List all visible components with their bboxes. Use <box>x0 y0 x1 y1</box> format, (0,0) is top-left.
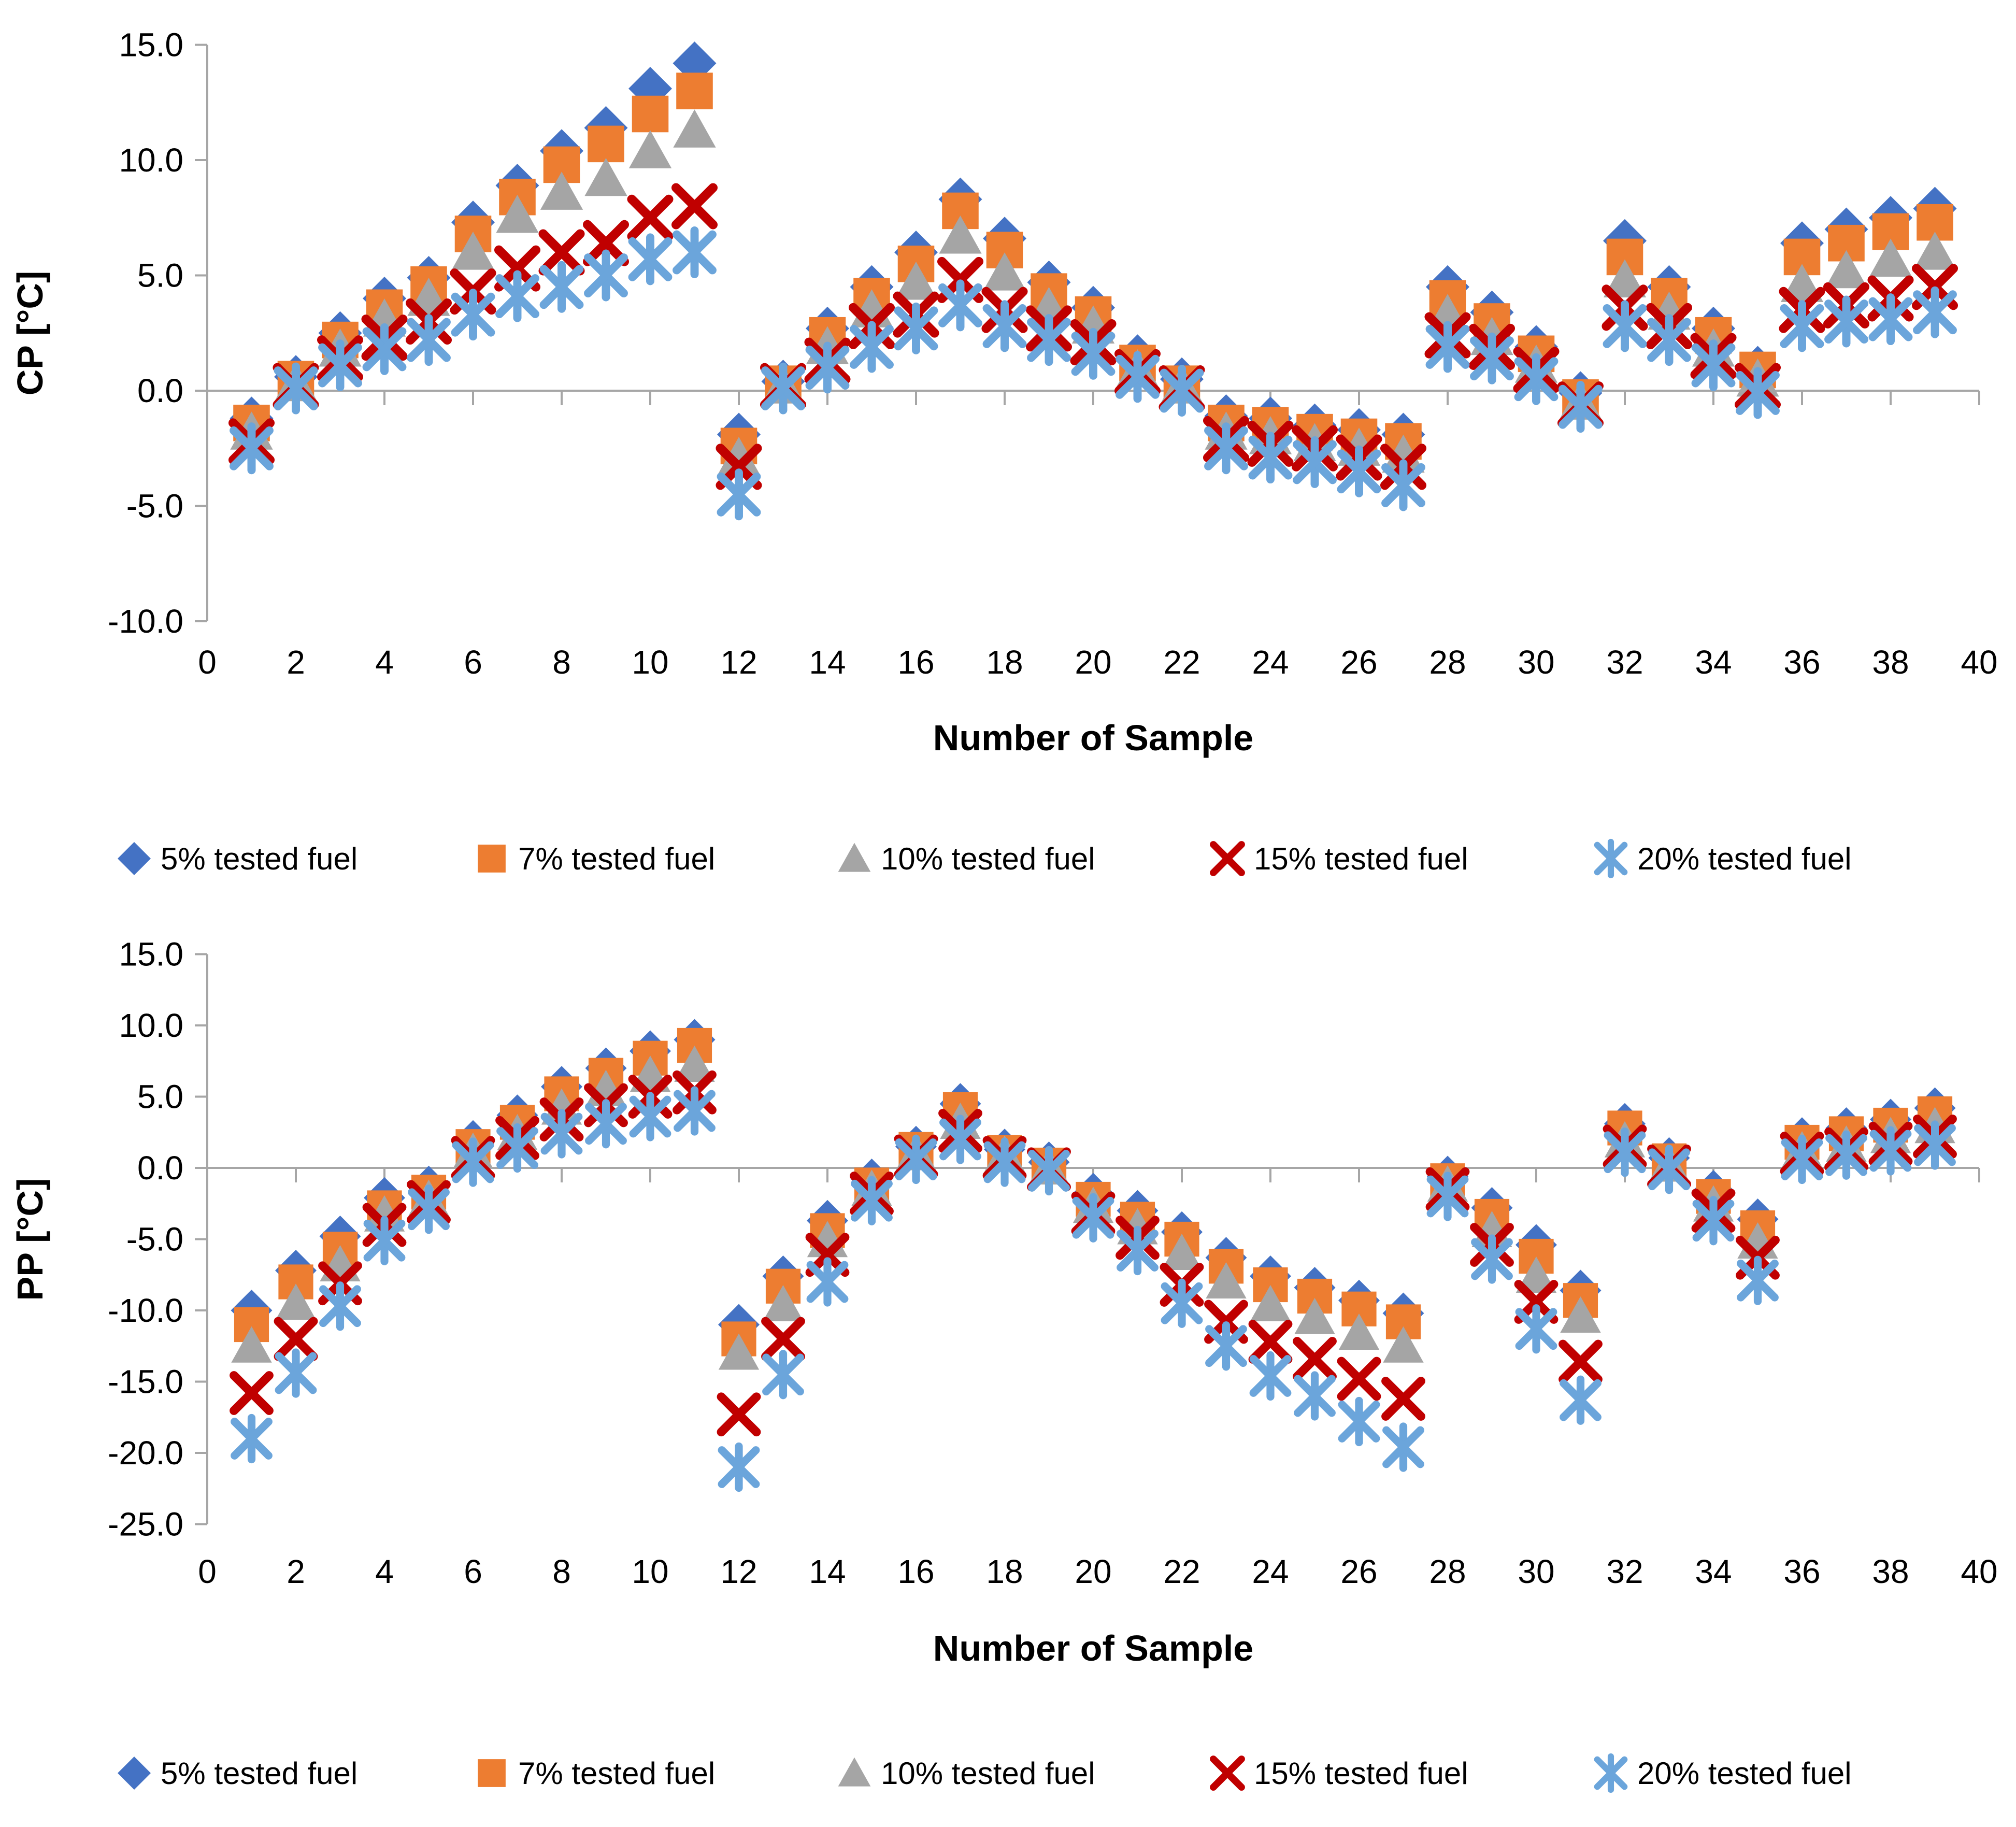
svg-text:18: 18 <box>986 1553 1023 1590</box>
legend-label: 10% tested fuel <box>881 1755 1095 1791</box>
legend-item-7pct: 7% tested fuel <box>468 835 715 882</box>
svg-text:32: 32 <box>1606 1553 1643 1590</box>
legend-item-20pct: 20% tested fuel <box>1588 835 1852 882</box>
svg-text:12: 12 <box>720 644 757 681</box>
cp-y-axis-title: CP [°C] <box>10 271 50 396</box>
svg-text:-10.0: -10.0 <box>108 1292 183 1329</box>
legend-label: 20% tested fuel <box>1637 841 1852 876</box>
svg-text:0: 0 <box>198 644 217 681</box>
svg-text:24: 24 <box>1252 644 1289 681</box>
pp-y-axis-title: PP [°C] <box>10 1178 50 1301</box>
asterisk-marker-icon <box>1594 838 1628 879</box>
cp-x-axis-title: Number of Sample <box>933 718 1253 758</box>
svg-text:0.0: 0.0 <box>137 372 183 409</box>
svg-text:0: 0 <box>198 1553 217 1590</box>
asterisk-marker-icon <box>1594 1753 1628 1793</box>
legend-item-5pct: 5% tested fuel <box>111 1750 358 1796</box>
svg-text:4: 4 <box>375 644 394 681</box>
svg-text:-20.0: -20.0 <box>108 1434 183 1472</box>
svg-text:38: 38 <box>1872 644 1909 681</box>
cp-legend: 5% tested fuel 7% tested fuel 10% tested… <box>0 835 2016 882</box>
svg-text:18: 18 <box>986 644 1023 681</box>
svg-text:24: 24 <box>1252 1553 1289 1590</box>
legend-label: 15% tested fuel <box>1254 841 1468 876</box>
square-marker-icon <box>478 845 506 873</box>
svg-text:22: 22 <box>1163 644 1200 681</box>
svg-text:0.0: 0.0 <box>137 1149 183 1187</box>
svg-text:16: 16 <box>897 1553 934 1590</box>
svg-text:34: 34 <box>1695 1553 1732 1590</box>
svg-text:12: 12 <box>720 1553 757 1590</box>
svg-text:-5.0: -5.0 <box>126 1221 183 1258</box>
svg-text:-10.0: -10.0 <box>108 603 183 640</box>
svg-text:20: 20 <box>1075 644 1111 681</box>
diamond-marker-icon <box>118 842 151 875</box>
svg-text:26: 26 <box>1340 1553 1377 1590</box>
pp-x-axis-title: Number of Sample <box>933 1628 1253 1668</box>
svg-text:5.0: 5.0 <box>137 257 183 294</box>
svg-text:-15.0: -15.0 <box>108 1363 183 1401</box>
svg-text:36: 36 <box>1783 1553 1820 1590</box>
cp-scatter-chart: 15.010.05.00.0-5.0-10.00 2 4 6 8 10 12 14 16 18 20… <box>108 26 1997 681</box>
svg-text:10.0: 10.0 <box>119 1007 183 1044</box>
svg-text:26: 26 <box>1340 644 1377 681</box>
svg-text:10: 10 <box>632 1553 668 1590</box>
legend-item-7pct: 7% tested fuel <box>468 1750 715 1796</box>
legend-item-5pct: 5% tested fuel <box>111 835 358 882</box>
svg-text:16: 16 <box>897 644 934 681</box>
x-marker-icon <box>1210 1755 1245 1791</box>
svg-text:40: 40 <box>1961 644 1997 681</box>
svg-text:6: 6 <box>464 1553 482 1590</box>
legend-label: 5% tested fuel <box>161 841 358 876</box>
svg-text:10: 10 <box>632 644 668 681</box>
diamond-marker-icon <box>118 1757 151 1790</box>
svg-text:2: 2 <box>287 1553 305 1590</box>
svg-text:32: 32 <box>1606 644 1643 681</box>
svg-text:14: 14 <box>809 1553 846 1590</box>
svg-text:15.0: 15.0 <box>119 26 183 64</box>
legend-label: 20% tested fuel <box>1637 1755 1852 1791</box>
svg-text:30: 30 <box>1518 1553 1554 1590</box>
svg-text:4: 4 <box>375 1553 394 1590</box>
legend-item-15pct: 15% tested fuel <box>1204 1750 1468 1796</box>
svg-text:38: 38 <box>1872 1553 1909 1590</box>
svg-text:36: 36 <box>1783 644 1820 681</box>
pp-scatter-chart: 15.0 10.0 5.0 0.0 -5.0 -10.0 -15.0 -20.0 -25.0 0 2… <box>108 936 1997 1591</box>
svg-text:6: 6 <box>464 644 482 681</box>
svg-text:10.0: 10.0 <box>119 141 183 179</box>
svg-text:2: 2 <box>287 644 305 681</box>
legend-label: 15% tested fuel <box>1254 1755 1468 1791</box>
legend-label: 7% tested fuel <box>518 1755 716 1791</box>
svg-text:-25.0: -25.0 <box>108 1506 183 1543</box>
svg-text:40: 40 <box>1961 1553 1997 1590</box>
pp-legend: 5% tested fuel 7% tested fuel 10% tested… <box>0 1750 2016 1796</box>
svg-text:-5.0: -5.0 <box>126 488 183 525</box>
svg-text:28: 28 <box>1429 644 1466 681</box>
svg-text:14: 14 <box>809 644 846 681</box>
svg-text:22: 22 <box>1163 1553 1200 1590</box>
svg-text:5.0: 5.0 <box>137 1078 183 1116</box>
square-marker-icon <box>478 1759 506 1787</box>
triangle-marker-icon <box>838 1757 871 1787</box>
legend-item-15pct: 15% tested fuel <box>1204 835 1468 882</box>
legend-item-20pct: 20% tested fuel <box>1588 1750 1852 1796</box>
svg-text:8: 8 <box>552 1553 571 1590</box>
svg-text:34: 34 <box>1695 644 1732 681</box>
triangle-marker-icon <box>838 843 871 872</box>
legend-item-10pct: 10% tested fuel <box>831 1750 1095 1796</box>
legend-label: 7% tested fuel <box>518 841 716 876</box>
svg-text:15.0: 15.0 <box>119 936 183 973</box>
svg-text:20: 20 <box>1075 1553 1111 1590</box>
x-marker-icon <box>1210 841 1245 876</box>
svg-text:8: 8 <box>552 644 571 681</box>
legend-label: 10% tested fuel <box>881 841 1095 876</box>
legend-label: 5% tested fuel <box>161 1755 358 1791</box>
legend-item-10pct: 10% tested fuel <box>831 835 1095 882</box>
svg-text:30: 30 <box>1518 644 1554 681</box>
svg-text:28: 28 <box>1429 1553 1466 1590</box>
